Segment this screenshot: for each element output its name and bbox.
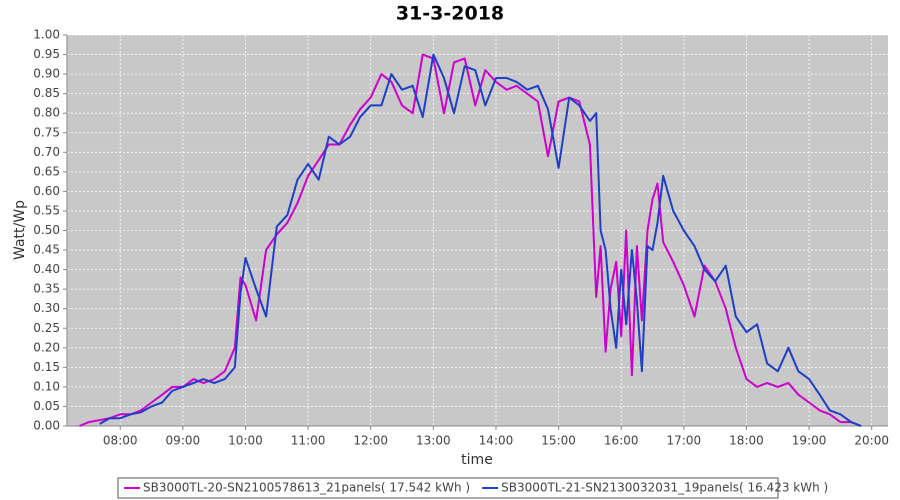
- y-axis-label: Watt/Wp: [12, 200, 28, 260]
- x-tick-label: 20:00: [854, 434, 889, 448]
- x-tick-label: 14:00: [479, 434, 514, 448]
- x-tick-label: 09:00: [166, 434, 201, 448]
- y-tick-label: 0.55: [33, 203, 60, 217]
- legend-box: [117, 477, 779, 499]
- x-tick-label: 12:00: [353, 434, 388, 448]
- y-tick-label: 0.00: [33, 419, 60, 433]
- chart-title: 31-3-2018: [396, 3, 504, 25]
- y-tick-label: 0.45: [33, 243, 60, 257]
- y-tick-label: 0.75: [33, 125, 60, 139]
- x-tick-label: 08:00: [103, 434, 138, 448]
- x-tick-label: 19:00: [792, 434, 827, 448]
- x-axis-label: time: [461, 452, 493, 468]
- x-tick-label: 13:00: [416, 434, 451, 448]
- x-tick-label: 15:00: [541, 434, 576, 448]
- y-tick-label: 0.35: [33, 282, 60, 296]
- y-tick-label: 0.30: [33, 301, 60, 315]
- y-tick-label: 0.95: [33, 47, 60, 61]
- y-tick-label: 0.85: [33, 86, 60, 100]
- x-tick-label: 18:00: [729, 434, 764, 448]
- x-tick-label: 17:00: [667, 434, 702, 448]
- x-tick-label: 11:00: [291, 434, 326, 448]
- y-tick-label: 0.05: [33, 399, 60, 413]
- y-tick-label: 0.25: [33, 321, 60, 335]
- y-tick-label: 0.70: [33, 145, 60, 159]
- x-tick-label: 10:00: [228, 434, 263, 448]
- y-tick-label: 0.20: [33, 340, 60, 354]
- y-tick-label: 0.80: [33, 106, 60, 120]
- y-tick-label: 0.10: [33, 379, 60, 393]
- x-tick-label: 16:00: [604, 434, 639, 448]
- series-line: [99, 53, 862, 427]
- y-tick-label: 0.60: [33, 184, 60, 198]
- y-tick-label: 0.90: [33, 67, 60, 81]
- legend-label: SB3000TL-20-SN2100578613_21panels( 17.54…: [143, 481, 470, 495]
- legend-label: SB3000TL-21-SN2130032031_19panels( 16.42…: [501, 481, 828, 495]
- y-tick-label: 0.40: [33, 262, 60, 276]
- y-tick-label: 0.50: [33, 223, 60, 237]
- y-tick-label: 0.15: [33, 360, 60, 374]
- y-tick-label: 1.00: [33, 28, 60, 42]
- y-tick-label: 0.65: [33, 164, 60, 178]
- series-line: [79, 53, 862, 427]
